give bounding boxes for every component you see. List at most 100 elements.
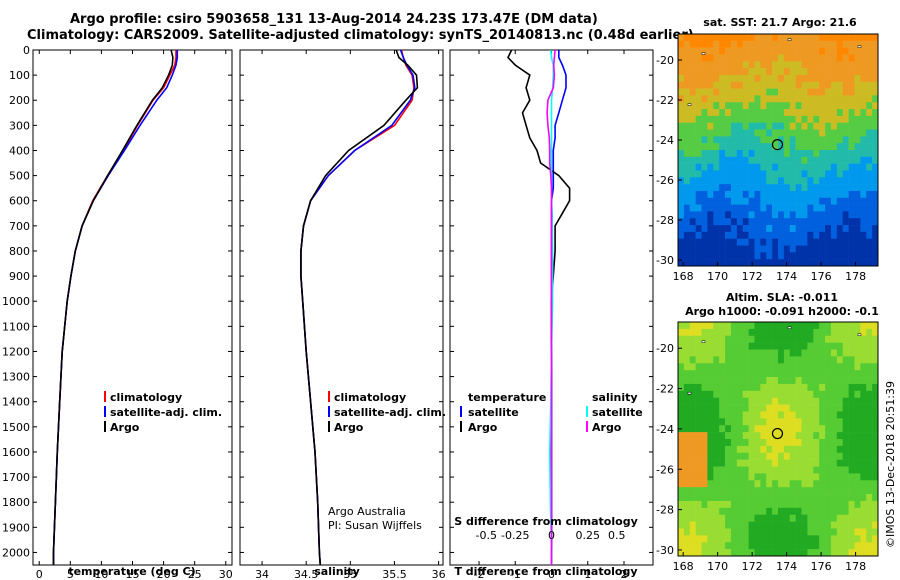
map-cell: [736, 432, 743, 440]
map-cell: [842, 370, 849, 378]
map-cell: [813, 190, 820, 199]
map-cell: [801, 150, 808, 158]
map-cell: [678, 156, 685, 164]
map-cell: [848, 535, 855, 543]
map-cell: [836, 342, 843, 350]
map-cell: [754, 211, 761, 219]
map-cell: [807, 363, 814, 371]
map-cell: [807, 204, 814, 212]
map-cell: [854, 370, 861, 378]
map-cell: [713, 466, 720, 474]
map-cell: [836, 231, 843, 239]
map-cell: [707, 129, 714, 137]
map-cell: [813, 335, 820, 343]
map-cell: [872, 418, 879, 426]
map-cell: [842, 452, 849, 460]
map-cell: [830, 342, 838, 350]
map-cell: [807, 335, 814, 343]
map-cell: [825, 363, 832, 371]
map-cell: [825, 507, 832, 515]
map-cell: [842, 342, 849, 350]
map-cell: [754, 439, 761, 447]
map-cell: [725, 494, 732, 502]
map-cell: [683, 452, 691, 460]
map-cell: [830, 535, 838, 543]
map-cell: [689, 542, 696, 550]
map-cell: [825, 61, 832, 69]
map-cell: [701, 377, 708, 385]
map-cell: [754, 404, 761, 412]
map-cell: [689, 170, 696, 178]
map-cell: [701, 225, 708, 233]
map-cell: [825, 40, 832, 48]
map-cell: [772, 129, 779, 137]
map-cell: [813, 500, 820, 509]
map-cell: [813, 507, 820, 515]
map-cell: [866, 170, 873, 178]
map-cell: [713, 74, 720, 83]
map-cell: [866, 156, 873, 164]
xtick-label: 10: [94, 568, 108, 580]
map-cell: [713, 54, 720, 62]
map-cell: [683, 377, 691, 385]
map-cell: [813, 390, 820, 398]
map-cell: [854, 109, 861, 117]
map-cell: [730, 143, 738, 151]
map-cell: [713, 68, 720, 76]
map-cell: [772, 184, 779, 192]
map-cell: [701, 535, 708, 543]
map-cell: [854, 445, 861, 454]
map-cell: [789, 177, 796, 185]
map-cell: [819, 445, 826, 454]
map-cell: [860, 466, 867, 474]
map-cell: [872, 342, 879, 350]
map-cell: [813, 521, 820, 529]
map-cell: [789, 404, 796, 412]
map-cell: [736, 170, 743, 178]
depth-tick-label: 600: [9, 195, 30, 208]
map-cell: [783, 136, 791, 144]
map-cell: [813, 363, 820, 371]
map-cell: [842, 81, 849, 89]
map-cell: [848, 487, 855, 495]
map-cell: [848, 163, 855, 171]
map-cell: [819, 74, 826, 83]
map-cell: [813, 150, 820, 158]
map-cell: [742, 211, 749, 219]
map-cell: [854, 500, 861, 509]
map-cell: [778, 150, 785, 158]
map-cell: [772, 225, 779, 233]
map-cell: [754, 81, 761, 89]
map-cell: [766, 439, 773, 447]
map-cell: [842, 136, 849, 144]
legend-argo: Argo: [110, 421, 140, 434]
map-cell: [836, 390, 843, 398]
map-cell: [860, 535, 867, 543]
map-cell: [836, 129, 843, 137]
map-cell: [836, 54, 843, 62]
map-cell: [795, 163, 802, 171]
map-cell: [866, 197, 873, 205]
map-cell: [683, 432, 691, 440]
map-cell: [754, 466, 761, 474]
map-cell: [836, 439, 843, 447]
map-cell: [866, 363, 873, 371]
map-cell: [778, 452, 785, 460]
map-cell: [736, 231, 743, 239]
map-cell: [789, 88, 796, 96]
map-cell: [683, 156, 691, 164]
map-cell: [683, 514, 691, 522]
map-cell: [807, 383, 814, 392]
map-cell: [778, 54, 785, 62]
map-cell: [760, 231, 767, 239]
map-cell: [848, 439, 855, 447]
map-cell: [783, 383, 791, 392]
map-cell: [748, 514, 755, 522]
map-cell: [801, 115, 808, 123]
map-cell: [695, 95, 702, 103]
map-cell: [836, 425, 843, 433]
map-cell: [789, 342, 796, 350]
map-cell: [701, 170, 708, 178]
map-cell: [825, 432, 832, 440]
map-cell: [719, 535, 726, 543]
